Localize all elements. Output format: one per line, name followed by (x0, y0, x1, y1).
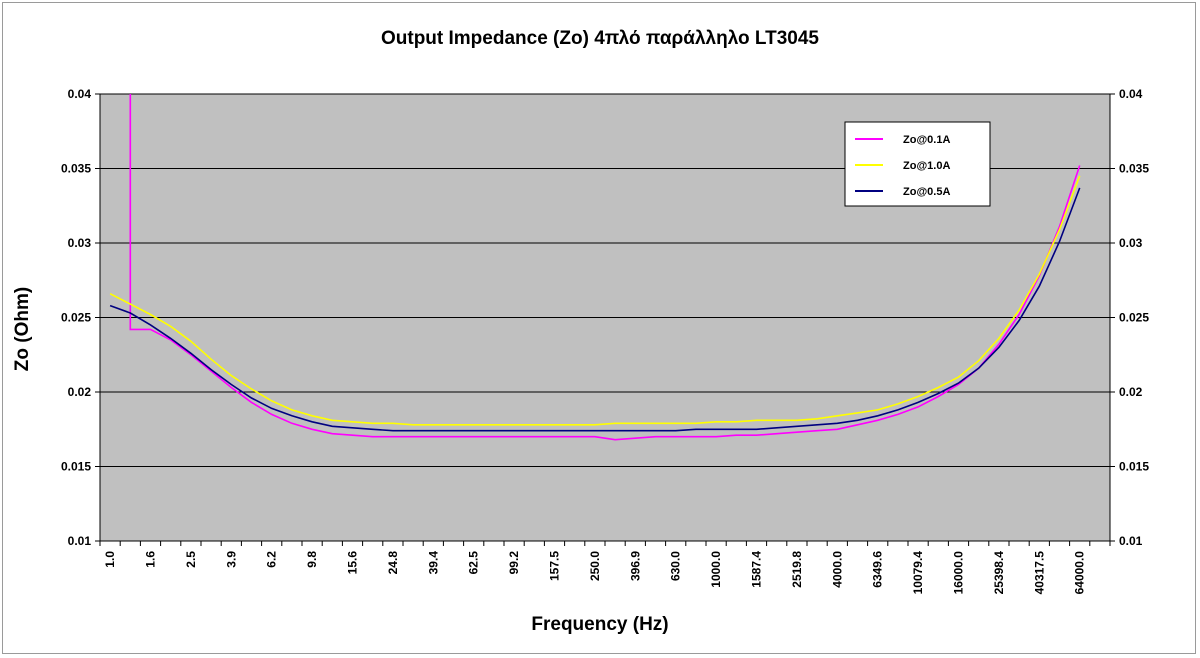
x-tick-label: 6349.6 (871, 551, 885, 588)
y-tick-label: 0.035 (61, 162, 91, 176)
x-tick-label: 10079.4 (911, 551, 925, 595)
y2-tick-label: 0.035 (1119, 162, 1149, 176)
y2-tick-label: 0.03 (1119, 236, 1143, 250)
x-tick-label: 15.6 (346, 551, 360, 575)
y2-tick-label: 0.01 (1119, 534, 1143, 548)
x-tick-label: 630.0 (669, 551, 683, 581)
x-tick-label: 64000.0 (1073, 551, 1087, 595)
x-tick-label: 4000.0 (830, 551, 844, 588)
x-tick-label: 1.6 (144, 551, 158, 568)
x-tick-label: 250.0 (588, 551, 602, 581)
y-tick-label: 0.04 (68, 87, 92, 101)
y2-tick-label: 0.025 (1119, 311, 1149, 325)
series-line-2 (109, 175, 1081, 426)
series-line-3 (109, 187, 1081, 432)
legend-label: Zo@0.1A (903, 134, 950, 146)
legend-label: Zo@1.0A (903, 160, 950, 172)
y-tick-label: 0.025 (61, 311, 91, 325)
x-tick-label: 9.8 (305, 551, 319, 568)
x-tick-label: 39.4 (426, 551, 440, 575)
y2-tick-label: 0.04 (1119, 87, 1143, 101)
y2-tick-label: 0.015 (1119, 460, 1149, 474)
x-tick-label: 16000.0 (952, 551, 966, 595)
x-tick-label: 6.2 (265, 551, 279, 568)
x-tick-label: 40317.5 (1032, 551, 1046, 595)
x-tick-label: 157.5 (548, 551, 562, 581)
x-tick-label: 25398.4 (992, 551, 1006, 595)
x-axis-title: Frequency (Hz) (531, 614, 669, 635)
x-tick-label: 1587.4 (750, 551, 764, 588)
y-tick-label: 0.02 (68, 385, 92, 399)
x-tick-label: 99.2 (507, 551, 521, 575)
x-tick-label: 2519.8 (790, 551, 804, 588)
series-line-1 (129, 94, 1081, 441)
x-tick-label: 24.8 (386, 551, 400, 575)
x-tick-label: 1.0 (103, 551, 117, 568)
y-tick-label: 0.03 (68, 236, 92, 250)
x-tick-label: 62.5 (467, 551, 481, 575)
x-tick-label: 3.9 (224, 551, 238, 568)
chart-title: Output Impedance (Zo) 4πλό παράλληλο LT3… (380, 28, 819, 49)
y-tick-label: 0.015 (61, 460, 91, 474)
y-tick-label: 0.01 (68, 534, 92, 548)
x-tick-label: 1000.0 (709, 551, 723, 588)
x-tick-label: 2.5 (184, 551, 198, 568)
legend-label: Zo@0.5A (903, 186, 950, 198)
y2-tick-label: 0.02 (1119, 385, 1143, 399)
x-tick-label: 396.9 (628, 551, 642, 581)
